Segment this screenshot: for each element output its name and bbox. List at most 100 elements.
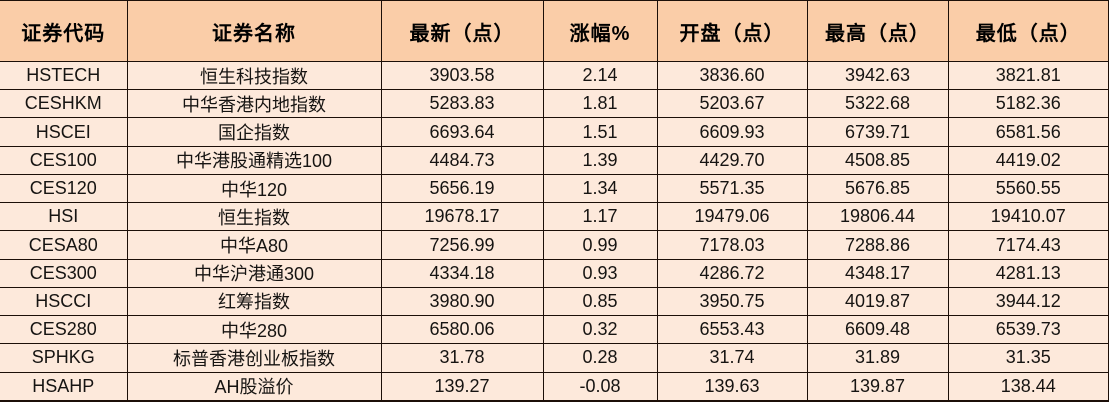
table-body: HSTECH 恒生科技指数 3903.58 2.14 3836.60 3942.63 382… bbox=[0, 60, 1109, 402]
cell-name[interactable]: 红筹指数 bbox=[126, 286, 382, 317]
cell-code[interactable]: HSTECH bbox=[0, 60, 128, 91]
cell-high[interactable]: 4019.87 bbox=[806, 286, 949, 317]
table-row: CES300 中华沪港通300 4334.18 0.93 4286.72 4348.17 4… bbox=[0, 258, 1109, 288]
cell-code[interactable]: CES120 bbox=[0, 173, 128, 204]
cell-name[interactable]: 中华香港内地指数 bbox=[126, 89, 382, 119]
cell-change_pct[interactable]: 2.14 bbox=[542, 60, 658, 91]
cell-high[interactable]: 6609.48 bbox=[806, 315, 949, 345]
cell-open[interactable]: 4429.70 bbox=[656, 145, 808, 175]
cell-low[interactable]: 3944.12 bbox=[947, 286, 1109, 317]
cell-low[interactable]: 138.44 bbox=[947, 371, 1109, 402]
cell-code[interactable]: HSAHP bbox=[0, 371, 128, 402]
column-header-high[interactable]: 最高（点） bbox=[806, 0, 949, 62]
cell-change_pct[interactable]: 0.93 bbox=[542, 258, 658, 288]
cell-code[interactable]: HSCCI bbox=[0, 286, 128, 317]
cell-latest[interactable]: 139.27 bbox=[380, 371, 544, 402]
table-row: CES280 中华280 6580.06 0.32 6553.43 6609.48 6539… bbox=[0, 315, 1109, 345]
cell-latest[interactable]: 6580.06 bbox=[380, 315, 544, 345]
column-header-name[interactable]: 证券名称 bbox=[126, 0, 382, 62]
cell-low[interactable]: 19410.07 bbox=[947, 202, 1109, 232]
cell-name[interactable]: 中华港股通精选100 bbox=[126, 145, 382, 175]
cell-change_pct[interactable]: 1.81 bbox=[542, 89, 658, 119]
table-row: CES100 中华港股通精选100 4484.73 1.39 4429.70 4508.8… bbox=[0, 145, 1109, 175]
cell-open[interactable]: 4286.72 bbox=[656, 258, 808, 288]
cell-change_pct[interactable]: 1.51 bbox=[542, 117, 658, 147]
cell-change_pct[interactable]: 1.34 bbox=[542, 173, 658, 204]
cell-open[interactable]: 5203.67 bbox=[656, 89, 808, 119]
cell-latest[interactable]: 3980.90 bbox=[380, 286, 544, 317]
cell-code[interactable]: HSI bbox=[0, 202, 128, 232]
cell-name[interactable]: 中华120 bbox=[126, 173, 382, 204]
cell-latest[interactable]: 5656.19 bbox=[380, 173, 544, 204]
cell-latest[interactable]: 4334.18 bbox=[380, 258, 544, 288]
cell-change_pct[interactable]: 1.17 bbox=[542, 202, 658, 232]
cell-high[interactable]: 6739.71 bbox=[806, 117, 949, 147]
cell-change_pct[interactable]: 0.99 bbox=[542, 230, 658, 260]
cell-change_pct[interactable]: 0.28 bbox=[542, 343, 658, 373]
cell-high[interactable]: 5676.85 bbox=[806, 173, 949, 204]
cell-open[interactable]: 19479.06 bbox=[656, 202, 808, 232]
cell-high[interactable]: 5322.68 bbox=[806, 89, 949, 119]
cell-code[interactable]: CESHKM bbox=[0, 89, 128, 119]
cell-low[interactable]: 7174.43 bbox=[947, 230, 1109, 260]
cell-code[interactable]: CESA80 bbox=[0, 230, 128, 260]
cell-code[interactable]: CES100 bbox=[0, 145, 128, 175]
cell-name[interactable]: 中华280 bbox=[126, 315, 382, 345]
cell-name[interactable]: 标普香港创业板指数 bbox=[126, 343, 382, 373]
cell-low[interactable]: 4281.13 bbox=[947, 258, 1109, 288]
column-header-low[interactable]: 最低（点） bbox=[947, 0, 1109, 62]
cell-latest[interactable]: 7256.99 bbox=[380, 230, 544, 260]
cell-open[interactable]: 6553.43 bbox=[656, 315, 808, 345]
table-row: CES120 中华120 5656.19 1.34 5571.35 5676.85 5560… bbox=[0, 173, 1109, 204]
cell-low[interactable]: 4419.02 bbox=[947, 145, 1109, 175]
cell-change_pct[interactable]: 1.39 bbox=[542, 145, 658, 175]
cell-latest[interactable]: 6693.64 bbox=[380, 117, 544, 147]
cell-open[interactable]: 5571.35 bbox=[656, 173, 808, 204]
cell-open[interactable]: 139.63 bbox=[656, 371, 808, 402]
cell-change_pct[interactable]: 0.32 bbox=[542, 315, 658, 345]
column-header-change_pct[interactable]: 涨幅% bbox=[542, 0, 658, 62]
cell-low[interactable]: 5560.55 bbox=[947, 173, 1109, 204]
cell-code[interactable]: CES300 bbox=[0, 258, 128, 288]
cell-open[interactable]: 3836.60 bbox=[656, 60, 808, 91]
cell-high[interactable]: 4348.17 bbox=[806, 258, 949, 288]
cell-low[interactable]: 6581.56 bbox=[947, 117, 1109, 147]
table-row: HSAHP AH股溢价 139.27 -0.08 139.63 139.87 138.44 bbox=[0, 371, 1109, 402]
cell-low[interactable]: 5182.36 bbox=[947, 89, 1109, 119]
column-header-open[interactable]: 开盘（点） bbox=[656, 0, 808, 62]
cell-name[interactable]: 国企指数 bbox=[126, 117, 382, 147]
column-header-code[interactable]: 证券代码 bbox=[0, 0, 128, 62]
cell-code[interactable]: SPHKG bbox=[0, 343, 128, 373]
cell-open[interactable]: 31.74 bbox=[656, 343, 808, 373]
cell-high[interactable]: 19806.44 bbox=[806, 202, 949, 232]
cell-low[interactable]: 31.35 bbox=[947, 343, 1109, 373]
column-header-latest[interactable]: 最新（点） bbox=[380, 0, 544, 62]
table-row: SPHKG 标普香港创业板指数 31.78 0.28 31.74 31.89 31.35 bbox=[0, 343, 1109, 373]
cell-open[interactable]: 6609.93 bbox=[656, 117, 808, 147]
cell-low[interactable]: 6539.73 bbox=[947, 315, 1109, 345]
cell-open[interactable]: 7178.03 bbox=[656, 230, 808, 260]
cell-high[interactable]: 31.89 bbox=[806, 343, 949, 373]
cell-name[interactable]: AH股溢价 bbox=[126, 371, 382, 402]
cell-name[interactable]: 中华A80 bbox=[126, 230, 382, 260]
cell-high[interactable]: 4508.85 bbox=[806, 145, 949, 175]
cell-latest[interactable]: 19678.17 bbox=[380, 202, 544, 232]
cell-latest[interactable]: 31.78 bbox=[380, 343, 544, 373]
cell-name[interactable]: 恒生指数 bbox=[126, 202, 382, 232]
cell-low[interactable]: 3821.81 bbox=[947, 60, 1109, 91]
cell-name[interactable]: 恒生科技指数 bbox=[126, 60, 382, 91]
cell-high[interactable]: 7288.86 bbox=[806, 230, 949, 260]
table-row: HSCEI 国企指数 6693.64 1.51 6609.93 6739.71 6581.5… bbox=[0, 117, 1109, 147]
cell-latest[interactable]: 4484.73 bbox=[380, 145, 544, 175]
cell-change_pct[interactable]: -0.08 bbox=[542, 371, 658, 402]
cell-high[interactable]: 139.87 bbox=[806, 371, 949, 402]
cell-latest[interactable]: 3903.58 bbox=[380, 60, 544, 91]
cell-latest[interactable]: 5283.83 bbox=[380, 89, 544, 119]
cell-open[interactable]: 3950.75 bbox=[656, 286, 808, 317]
cell-change_pct[interactable]: 0.85 bbox=[542, 286, 658, 317]
table-row: HSI 恒生指数 19678.17 1.17 19479.06 19806.44 19410… bbox=[0, 202, 1109, 232]
cell-code[interactable]: CES280 bbox=[0, 315, 128, 345]
cell-high[interactable]: 3942.63 bbox=[806, 60, 949, 91]
cell-name[interactable]: 中华沪港通300 bbox=[126, 258, 382, 288]
cell-code[interactable]: HSCEI bbox=[0, 117, 128, 147]
